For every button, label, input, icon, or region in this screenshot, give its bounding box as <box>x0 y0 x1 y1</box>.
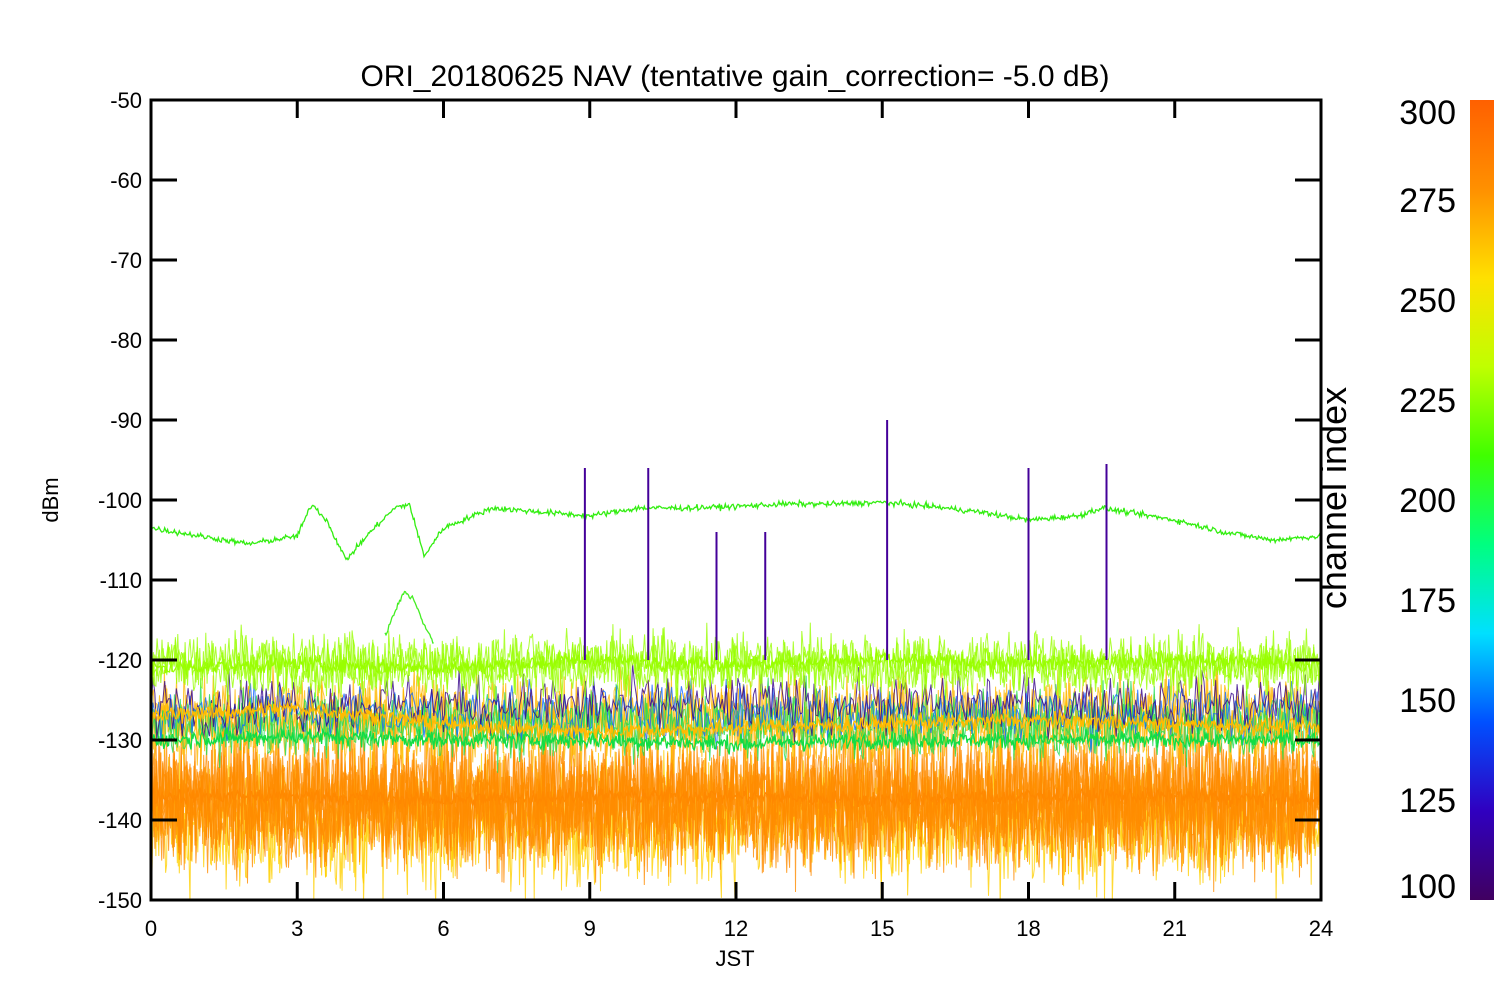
y-tick-label-3: -80 <box>110 328 142 353</box>
y-tick-label-9: -140 <box>98 808 142 833</box>
x-tick-label-2: 6 <box>437 916 449 941</box>
series-line-290 <box>151 784 1321 811</box>
y-tick-label-0: -50 <box>110 88 142 113</box>
x-tick-label-4: 12 <box>724 916 748 941</box>
y-axis-label: dBm <box>38 477 63 522</box>
colorbar-tick-label-3: 225 <box>1399 382 1456 420</box>
y-tick-label-5: -100 <box>98 488 142 513</box>
y-tick-label-10: -150 <box>98 888 142 913</box>
x-tick-label-0: 0 <box>145 916 157 941</box>
x-tick-label-1: 3 <box>291 916 303 941</box>
chart-title: ORI_20180625 NAV (tentative gain_correct… <box>360 60 1109 93</box>
colorbar-tick-label-1: 275 <box>1399 182 1456 220</box>
plot-area <box>151 420 1321 900</box>
series-line-230 <box>151 727 1321 755</box>
colorbar-tick-label-4: 200 <box>1399 482 1456 520</box>
colorbar-label: channel index <box>1313 387 1354 609</box>
x-tick-label-8: 24 <box>1309 916 1333 941</box>
colorbar-tick-label-2: 250 <box>1399 282 1456 320</box>
x-axis-label: JST <box>715 946 754 971</box>
colorbar-tick-label-8: 100 <box>1399 868 1456 906</box>
y-tick-label-4: -90 <box>110 408 142 433</box>
colorbar-gradient <box>1470 100 1494 900</box>
y-axis: -50 -60 -70 -80 -90 -100 -110 -120 -130 -140 -150 <box>98 88 1321 913</box>
colorbar-tick-label-6: 150 <box>1399 682 1456 720</box>
y-tick-label-8: -130 <box>98 728 142 753</box>
colorbar-tick-label-5: 175 <box>1399 582 1456 620</box>
colorbar: 300 275 250 225 200 175 150 125 100 <box>1399 94 1494 906</box>
series-line-260 <box>151 648 1321 676</box>
noise-band-6-2 <box>151 622 1321 704</box>
series-line-235 <box>384 590 434 644</box>
x-tick-label-3: 9 <box>584 916 596 941</box>
x-tick-label-6: 18 <box>1016 916 1040 941</box>
series-line-245 <box>151 498 1321 561</box>
x-tick-label-7: 21 <box>1163 916 1187 941</box>
series-line-280 <box>151 700 1321 741</box>
y-tick-label-7: -120 <box>98 648 142 673</box>
y-tick-label-6: -110 <box>100 568 142 593</box>
y-tick-label-1: -60 <box>110 168 142 193</box>
y-tick-label-2: -70 <box>110 248 142 273</box>
x-axis: 0 3 6 9 12 15 18 21 24 <box>145 100 1333 941</box>
noise-band-5-0 <box>151 664 1321 743</box>
x-tick-label-5: 15 <box>870 916 894 941</box>
colorbar-tick-label-7: 125 <box>1399 782 1456 820</box>
noise-band-4-0 <box>151 675 1321 753</box>
colorbar-tick-label-0: 300 <box>1399 94 1456 132</box>
